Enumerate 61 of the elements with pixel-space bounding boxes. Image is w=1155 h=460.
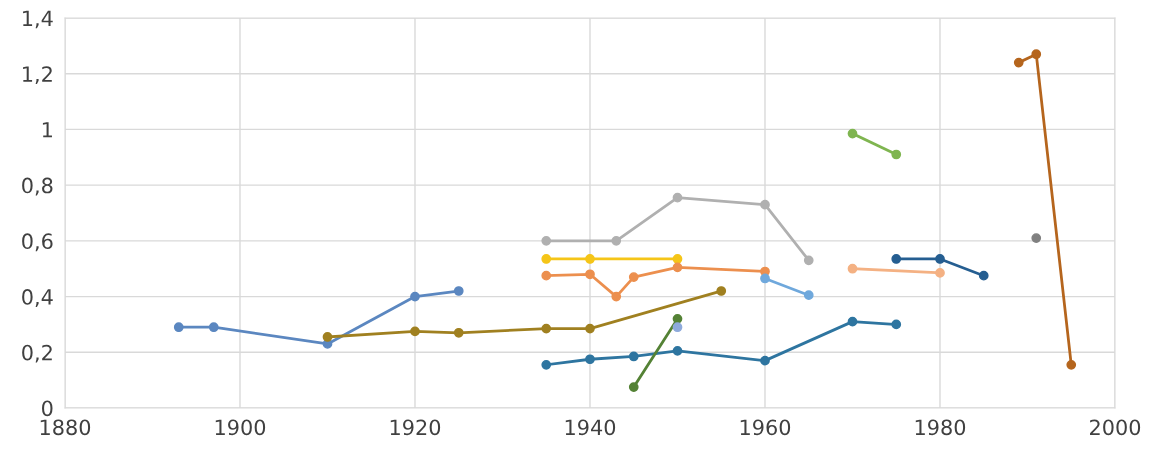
point <box>208 322 219 333</box>
point <box>541 235 552 246</box>
point <box>847 128 858 139</box>
x-tick-label: 1920 <box>390 419 441 436</box>
point <box>628 272 639 282</box>
point <box>1066 359 1077 370</box>
point <box>891 319 902 330</box>
x-tick-label: 1980 <box>915 419 966 436</box>
point <box>541 359 552 370</box>
x-tick-label: 1900 <box>215 419 266 436</box>
y-tick-label: 0,4 <box>22 289 53 307</box>
y-tick-label: 0 <box>42 400 53 417</box>
point <box>453 327 464 338</box>
point <box>935 268 945 278</box>
point <box>978 270 989 281</box>
point <box>585 254 595 264</box>
y-tick-label: 0,2 <box>22 344 52 363</box>
point <box>847 316 858 327</box>
x-tick-label: 1940 <box>565 419 616 436</box>
point <box>672 346 683 356</box>
point <box>173 322 184 333</box>
point <box>891 254 902 264</box>
point <box>322 332 333 342</box>
point <box>611 235 622 246</box>
point <box>716 286 727 296</box>
point <box>585 354 595 365</box>
x-tick-label: 1960 <box>740 419 791 436</box>
point <box>672 322 683 333</box>
point <box>1031 49 1042 60</box>
point <box>1031 233 1042 243</box>
point <box>628 351 639 362</box>
point <box>585 269 595 280</box>
y-tick-label: 0,6 <box>22 233 53 252</box>
point <box>760 355 770 366</box>
y-tick-label: 1 <box>42 122 52 138</box>
point <box>760 199 770 210</box>
x-tick-label: 2000 <box>1090 419 1141 436</box>
point <box>611 291 622 302</box>
y-tick-label: 0,8 <box>22 177 53 196</box>
point <box>672 192 683 203</box>
point <box>803 255 814 266</box>
point <box>672 262 683 273</box>
point <box>760 273 770 284</box>
y-tick-label: 1,2 <box>23 66 52 85</box>
point <box>541 254 552 264</box>
point <box>410 326 420 337</box>
x-tick-label: 1880 <box>40 419 91 436</box>
point <box>803 290 814 301</box>
point <box>541 323 552 334</box>
point <box>585 323 595 334</box>
point <box>1013 57 1024 68</box>
point <box>628 382 639 392</box>
point <box>935 254 945 264</box>
point <box>847 263 858 274</box>
point <box>541 270 552 281</box>
point <box>672 254 683 264</box>
point <box>453 286 464 296</box>
point <box>891 149 902 160</box>
point <box>672 313 683 324</box>
y-tick-label: 1,4 <box>23 10 53 29</box>
point <box>410 291 420 302</box>
